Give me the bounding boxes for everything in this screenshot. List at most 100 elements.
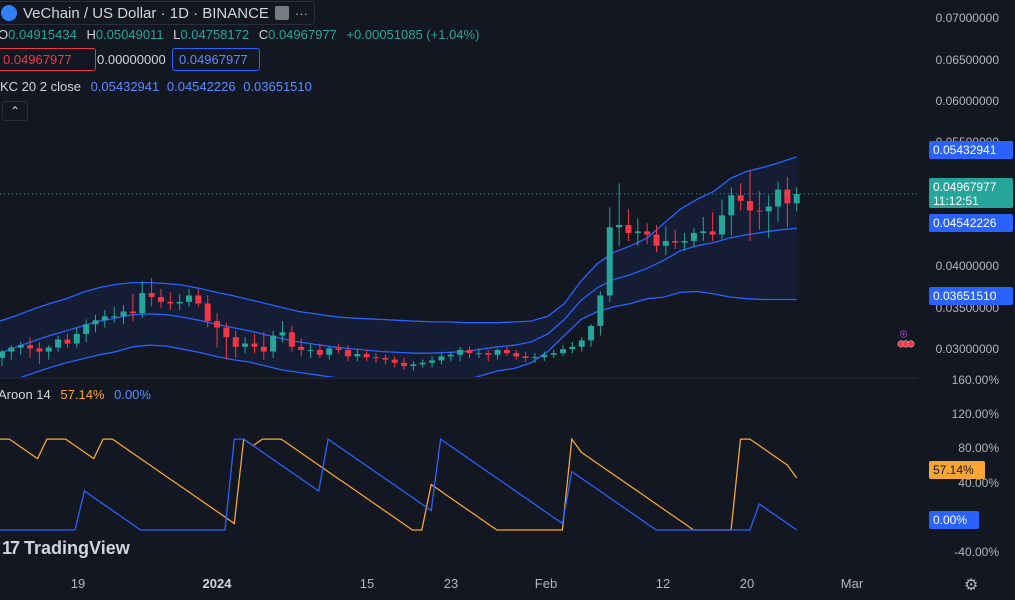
candle-body[interactable] bbox=[793, 193, 800, 204]
candle-body[interactable] bbox=[690, 232, 697, 241]
candle-body[interactable] bbox=[775, 189, 782, 207]
candle-body[interactable] bbox=[550, 353, 557, 355]
candle-body[interactable] bbox=[503, 349, 510, 354]
candle-body[interactable] bbox=[616, 224, 623, 228]
candle-body[interactable] bbox=[242, 343, 249, 347]
candle-body[interactable] bbox=[279, 332, 286, 336]
candle-body[interactable] bbox=[644, 231, 651, 235]
candle-body[interactable] bbox=[354, 353, 361, 357]
candle-body[interactable] bbox=[522, 356, 529, 358]
candle-body[interactable] bbox=[457, 349, 464, 355]
candle-body[interactable] bbox=[27, 345, 34, 349]
candle-body[interactable] bbox=[475, 353, 482, 355]
candle-body[interactable] bbox=[737, 195, 744, 201]
candle-body[interactable] bbox=[597, 295, 604, 326]
candle-body[interactable] bbox=[92, 320, 99, 325]
candle-body[interactable] bbox=[606, 227, 613, 296]
candle-body[interactable] bbox=[204, 303, 211, 322]
gear-icon[interactable]: ⚙ bbox=[964, 577, 979, 594]
candle-body[interactable] bbox=[195, 295, 202, 304]
candle-body[interactable] bbox=[653, 234, 660, 246]
aroon-legend-down: 0.00% bbox=[114, 387, 151, 402]
candle-body[interactable] bbox=[447, 354, 454, 357]
candle-body[interactable] bbox=[429, 360, 436, 363]
candle-body[interactable] bbox=[298, 346, 305, 350]
candle-body[interactable] bbox=[167, 301, 174, 304]
candle-body[interactable] bbox=[120, 311, 127, 317]
candle-body[interactable] bbox=[747, 200, 753, 211]
candle-body[interactable] bbox=[45, 347, 52, 352]
candle-body[interactable] bbox=[0, 351, 5, 358]
more-icon[interactable]: ··· bbox=[294, 5, 308, 21]
candle-body[interactable] bbox=[541, 354, 548, 358]
candle-body[interactable] bbox=[709, 231, 716, 235]
candle-body[interactable] bbox=[681, 240, 688, 243]
candle-body[interactable] bbox=[111, 316, 118, 318]
candle-body[interactable] bbox=[401, 362, 408, 366]
events-icons[interactable] bbox=[884, 330, 928, 348]
buy-price-box[interactable]: 0.04967977 bbox=[172, 48, 260, 71]
candle-body[interactable] bbox=[718, 215, 725, 235]
candle-body[interactable] bbox=[466, 349, 473, 354]
candle-body[interactable] bbox=[101, 316, 108, 321]
candle-body[interactable] bbox=[363, 353, 370, 358]
candle-body[interactable] bbox=[756, 210, 763, 212]
candle-body[interactable] bbox=[531, 357, 538, 359]
candle-body[interactable] bbox=[260, 346, 267, 352]
candle-body[interactable] bbox=[288, 332, 295, 347]
candle-body[interactable] bbox=[36, 348, 43, 352]
candle-body[interactable] bbox=[784, 189, 791, 204]
candle-body[interactable] bbox=[148, 293, 155, 298]
kc-legend-name: KC 20 2 close bbox=[0, 79, 81, 94]
candle-body[interactable] bbox=[307, 349, 314, 351]
candle-body[interactable] bbox=[186, 295, 192, 302]
candle-body[interactable] bbox=[569, 346, 576, 350]
candle-body[interactable] bbox=[588, 325, 595, 341]
candle-body[interactable] bbox=[438, 356, 445, 361]
candle-body[interactable] bbox=[83, 324, 90, 334]
candle-body[interactable] bbox=[634, 231, 641, 233]
candle-body[interactable] bbox=[73, 333, 80, 344]
candle-body[interactable] bbox=[129, 311, 136, 314]
candle-body[interactable] bbox=[316, 349, 323, 355]
candle-body[interactable] bbox=[373, 357, 379, 359]
candle-body[interactable] bbox=[662, 240, 669, 246]
candle-body[interactable] bbox=[344, 349, 351, 357]
candle-body[interactable] bbox=[700, 231, 707, 233]
candle-body[interactable] bbox=[728, 195, 735, 216]
symbol-title[interactable]: VeChain / US Dollar · 1D · BINANCE ··· bbox=[0, 1, 315, 25]
candle-body[interactable] bbox=[139, 293, 146, 314]
candle-body[interactable] bbox=[578, 340, 585, 347]
candle-body[interactable] bbox=[625, 224, 632, 233]
candle-body[interactable] bbox=[494, 349, 501, 355]
candle-body[interactable] bbox=[270, 335, 277, 352]
candle-body[interactable] bbox=[64, 339, 71, 344]
candle-body[interactable] bbox=[176, 301, 183, 304]
candle-body[interactable] bbox=[560, 349, 566, 354]
candle-body[interactable] bbox=[214, 321, 221, 328]
chevron-up-icon[interactable]: ⌃ bbox=[2, 101, 28, 121]
candle-body[interactable] bbox=[419, 362, 426, 365]
candle-body[interactable] bbox=[17, 345, 24, 348]
candle-body[interactable] bbox=[55, 339, 62, 348]
candle-body[interactable] bbox=[335, 348, 342, 350]
kc-legend[interactable]: KC 20 2 close 0.05432941 0.04542226 0.03… bbox=[0, 79, 316, 94]
candle-body[interactable] bbox=[391, 359, 398, 363]
candle-body[interactable] bbox=[513, 353, 520, 357]
candle-body[interactable] bbox=[8, 347, 15, 352]
candle-body[interactable] bbox=[223, 327, 230, 338]
candle-body[interactable] bbox=[765, 206, 772, 212]
candle-body[interactable] bbox=[326, 348, 333, 355]
aroon-legend[interactable]: Aroon 14 57.14% 0.00% bbox=[0, 387, 151, 402]
sell-price-box[interactable]: 0.04967977 bbox=[0, 48, 96, 71]
candle-body[interactable] bbox=[410, 364, 417, 366]
candle-body[interactable] bbox=[485, 353, 492, 355]
candle-body[interactable] bbox=[251, 343, 258, 347]
candle-body[interactable] bbox=[382, 357, 389, 360]
candle-body[interactable] bbox=[672, 240, 679, 243]
candle-body[interactable] bbox=[157, 297, 164, 302]
tradingview-logo[interactable]: 17 TradingView bbox=[2, 538, 130, 559]
candle-body[interactable] bbox=[232, 337, 239, 347]
square-icon[interactable] bbox=[274, 6, 289, 20]
